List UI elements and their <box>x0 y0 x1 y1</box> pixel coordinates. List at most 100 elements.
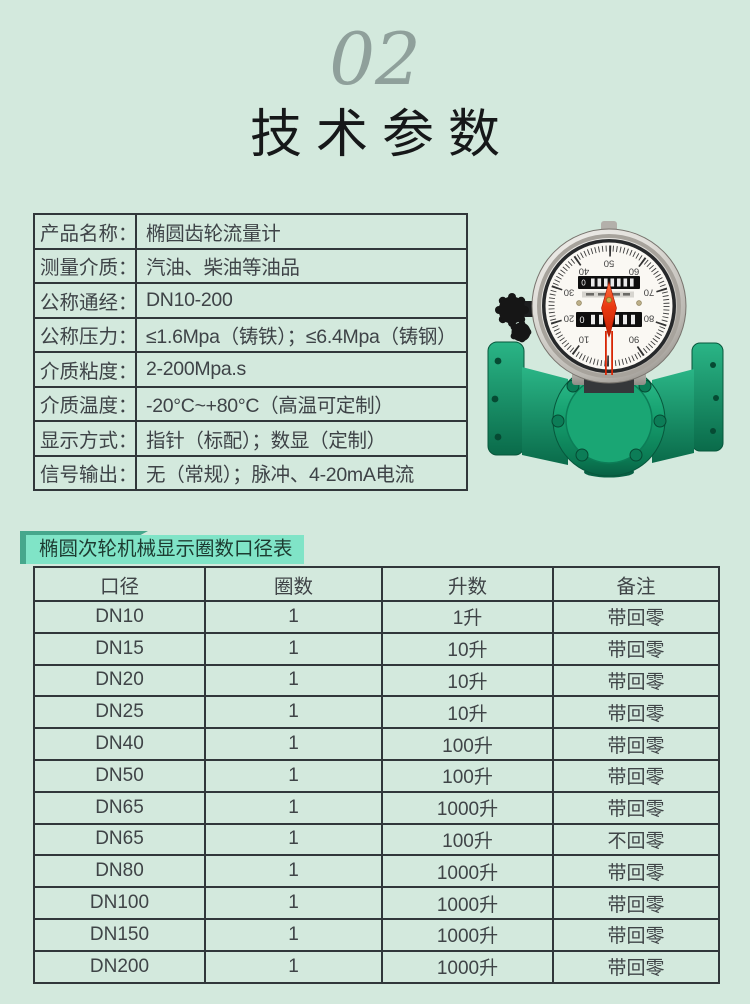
cell-liters: 1000升 <box>381 790 554 825</box>
cell-note: 带回零 <box>552 663 720 698</box>
spec-value: -20°C~+80°C（高温可定制） <box>135 385 468 422</box>
spec-row: 介质粘度： 2-200Mpa.s <box>33 351 468 388</box>
svg-text:70: 70 <box>644 287 655 298</box>
spec-value: 椭圆齿轮流量计 <box>135 213 468 250</box>
cell-note: 带回零 <box>552 758 720 793</box>
table-header-row: 口径 圈数 升数 备注 <box>33 566 720 602</box>
spec-value: 指针（标配）；数显（定制） <box>135 420 468 457</box>
table-row: DN65 1 100升 不回零 <box>33 822 720 857</box>
table-row: DN25 1 10升 带回零 <box>33 695 720 730</box>
cell-liters: 10升 <box>381 631 554 666</box>
cell-liters: 1000升 <box>381 949 554 984</box>
spec-row: 产品名称： 椭圆齿轮流量计 <box>33 213 468 250</box>
dial-numbers: 10 20 30 40 50 60 70 80 90 <box>564 258 655 345</box>
table-row: DN20 1 10升 带回零 <box>33 663 720 698</box>
col-header-liters: 升数 <box>381 566 554 602</box>
spec-row: 信号输出： 无（常规）；脉冲、4-20mA电流 <box>33 454 468 491</box>
cell-diameter: DN65 <box>33 822 206 857</box>
table-row: DN50 1 100升 带回零 <box>33 758 720 793</box>
spec-label: 产品名称： <box>33 213 137 250</box>
cell-circles: 1 <box>204 758 383 793</box>
spec-label: 显示方式： <box>33 420 137 457</box>
svg-text:20: 20 <box>564 313 575 324</box>
spec-label: 信号输出： <box>33 454 137 491</box>
spec-label: 公称压力： <box>33 316 137 353</box>
cell-note: 带回零 <box>552 886 720 920</box>
cell-diameter: DN40 <box>33 727 206 761</box>
cell-circles: 1 <box>204 695 383 730</box>
spec-value: 汽油、柴油等油品 <box>135 247 468 284</box>
cell-diameter: DN10 <box>33 600 206 634</box>
svg-text:40: 40 <box>579 266 590 277</box>
table-row: DN80 1 1000升 带回零 <box>33 854 720 889</box>
cell-liters: 1000升 <box>381 854 554 889</box>
cell-diameter: DN80 <box>33 854 206 889</box>
cell-note: 不回零 <box>552 822 720 857</box>
cell-diameter: DN15 <box>33 631 206 666</box>
flow-meter-photo: 10 20 30 40 50 60 70 80 90 0 <box>470 215 750 515</box>
section-number: 02 <box>329 17 421 101</box>
cell-circles: 1 <box>204 917 383 952</box>
spec-value: 2-200Mpa.s <box>135 351 468 388</box>
col-header-diameter: 口径 <box>33 566 206 602</box>
cell-liters: 1000升 <box>381 917 554 952</box>
table-row: DN100 1 1000升 带回零 <box>33 886 720 920</box>
table-row: DN150 1 1000升 带回零 <box>33 917 720 952</box>
spec-row: 显示方式： 指针（标配）；数显（定制） <box>33 420 468 457</box>
cell-diameter: DN25 <box>33 695 206 730</box>
right-pipe <box>652 369 694 463</box>
adjustment-knob <box>495 293 550 343</box>
svg-text:0: 0 <box>581 278 586 287</box>
table-row: DN40 1 100升 带回零 <box>33 727 720 761</box>
svg-text:60: 60 <box>629 266 640 277</box>
table-row: DN200 1 1000升 带回零 <box>33 949 720 984</box>
spec-value: DN10-200 <box>135 282 468 319</box>
spec-value: 无（常规）；脉冲、4-20mA电流 <box>135 454 468 491</box>
cell-note: 带回零 <box>552 854 720 889</box>
spec-row: 介质温度： -20°C~+80°C（高温可定制） <box>33 385 468 422</box>
spec-row: 公称压力： ≤1.6Mpa（铸铁）；≤6.4Mpa（铸钢） <box>33 316 468 353</box>
table-row: DN15 1 10升 带回零 <box>33 631 720 666</box>
cell-note: 带回零 <box>552 631 720 666</box>
page-title: 技术参数 <box>249 106 514 164</box>
cell-liters: 1000升 <box>381 886 554 920</box>
cell-note: 带回零 <box>552 727 720 761</box>
cell-circles: 1 <box>204 822 383 857</box>
flow-meter-graphic: 10 20 30 40 50 60 70 80 90 0 <box>487 221 724 478</box>
cell-liters: 10升 <box>381 663 554 698</box>
cell-circles: 1 <box>204 886 383 920</box>
circle-table-banner: 椭圆次轮机械显示圈数口径表 <box>26 535 304 564</box>
cell-circles: 1 <box>204 790 383 825</box>
dial-minor-ticks <box>548 245 670 367</box>
face-screw-left <box>576 300 582 306</box>
dial-major-ticks <box>548 245 670 367</box>
svg-text:30: 30 <box>564 287 575 298</box>
cell-circles: 1 <box>204 600 383 634</box>
cell-note: 带回零 <box>552 790 720 825</box>
spec-value: ≤1.6Mpa（铸铁）；≤6.4Mpa（铸钢） <box>135 316 468 353</box>
cell-note: 带回零 <box>552 695 720 730</box>
spec-label: 介质粘度： <box>33 351 137 388</box>
col-header-circles: 圈数 <box>204 566 383 602</box>
spec-row: 测量介质： 汽油、柴油等油品 <box>33 247 468 284</box>
cell-liters: 1升 <box>381 600 554 634</box>
face-screw-right <box>636 300 642 306</box>
cell-note: 带回零 <box>552 949 720 984</box>
cell-liters: 100升 <box>381 727 554 761</box>
table-row: DN10 1 1升 带回零 <box>33 600 720 634</box>
svg-text:90: 90 <box>629 334 640 345</box>
cell-circles: 1 <box>204 631 383 666</box>
cell-note: 带回零 <box>552 917 720 952</box>
table-row: DN65 1 1000升 带回零 <box>33 790 720 825</box>
col-header-note: 备注 <box>552 566 720 602</box>
cell-diameter: DN20 <box>33 663 206 698</box>
svg-text:50: 50 <box>604 258 615 269</box>
svg-text:0: 0 <box>579 314 584 324</box>
cell-diameter: DN150 <box>33 917 206 952</box>
spec-table: 产品名称： 椭圆齿轮流量计 测量介质： 汽油、柴油等油品 公称通经： DN10-… <box>33 213 468 491</box>
cell-diameter: DN65 <box>33 790 206 825</box>
cell-diameter: DN50 <box>33 758 206 793</box>
spec-row: 公称通经： DN10-200 <box>33 282 468 319</box>
cell-diameter: DN200 <box>33 949 206 984</box>
cell-liters: 100升 <box>381 822 554 857</box>
